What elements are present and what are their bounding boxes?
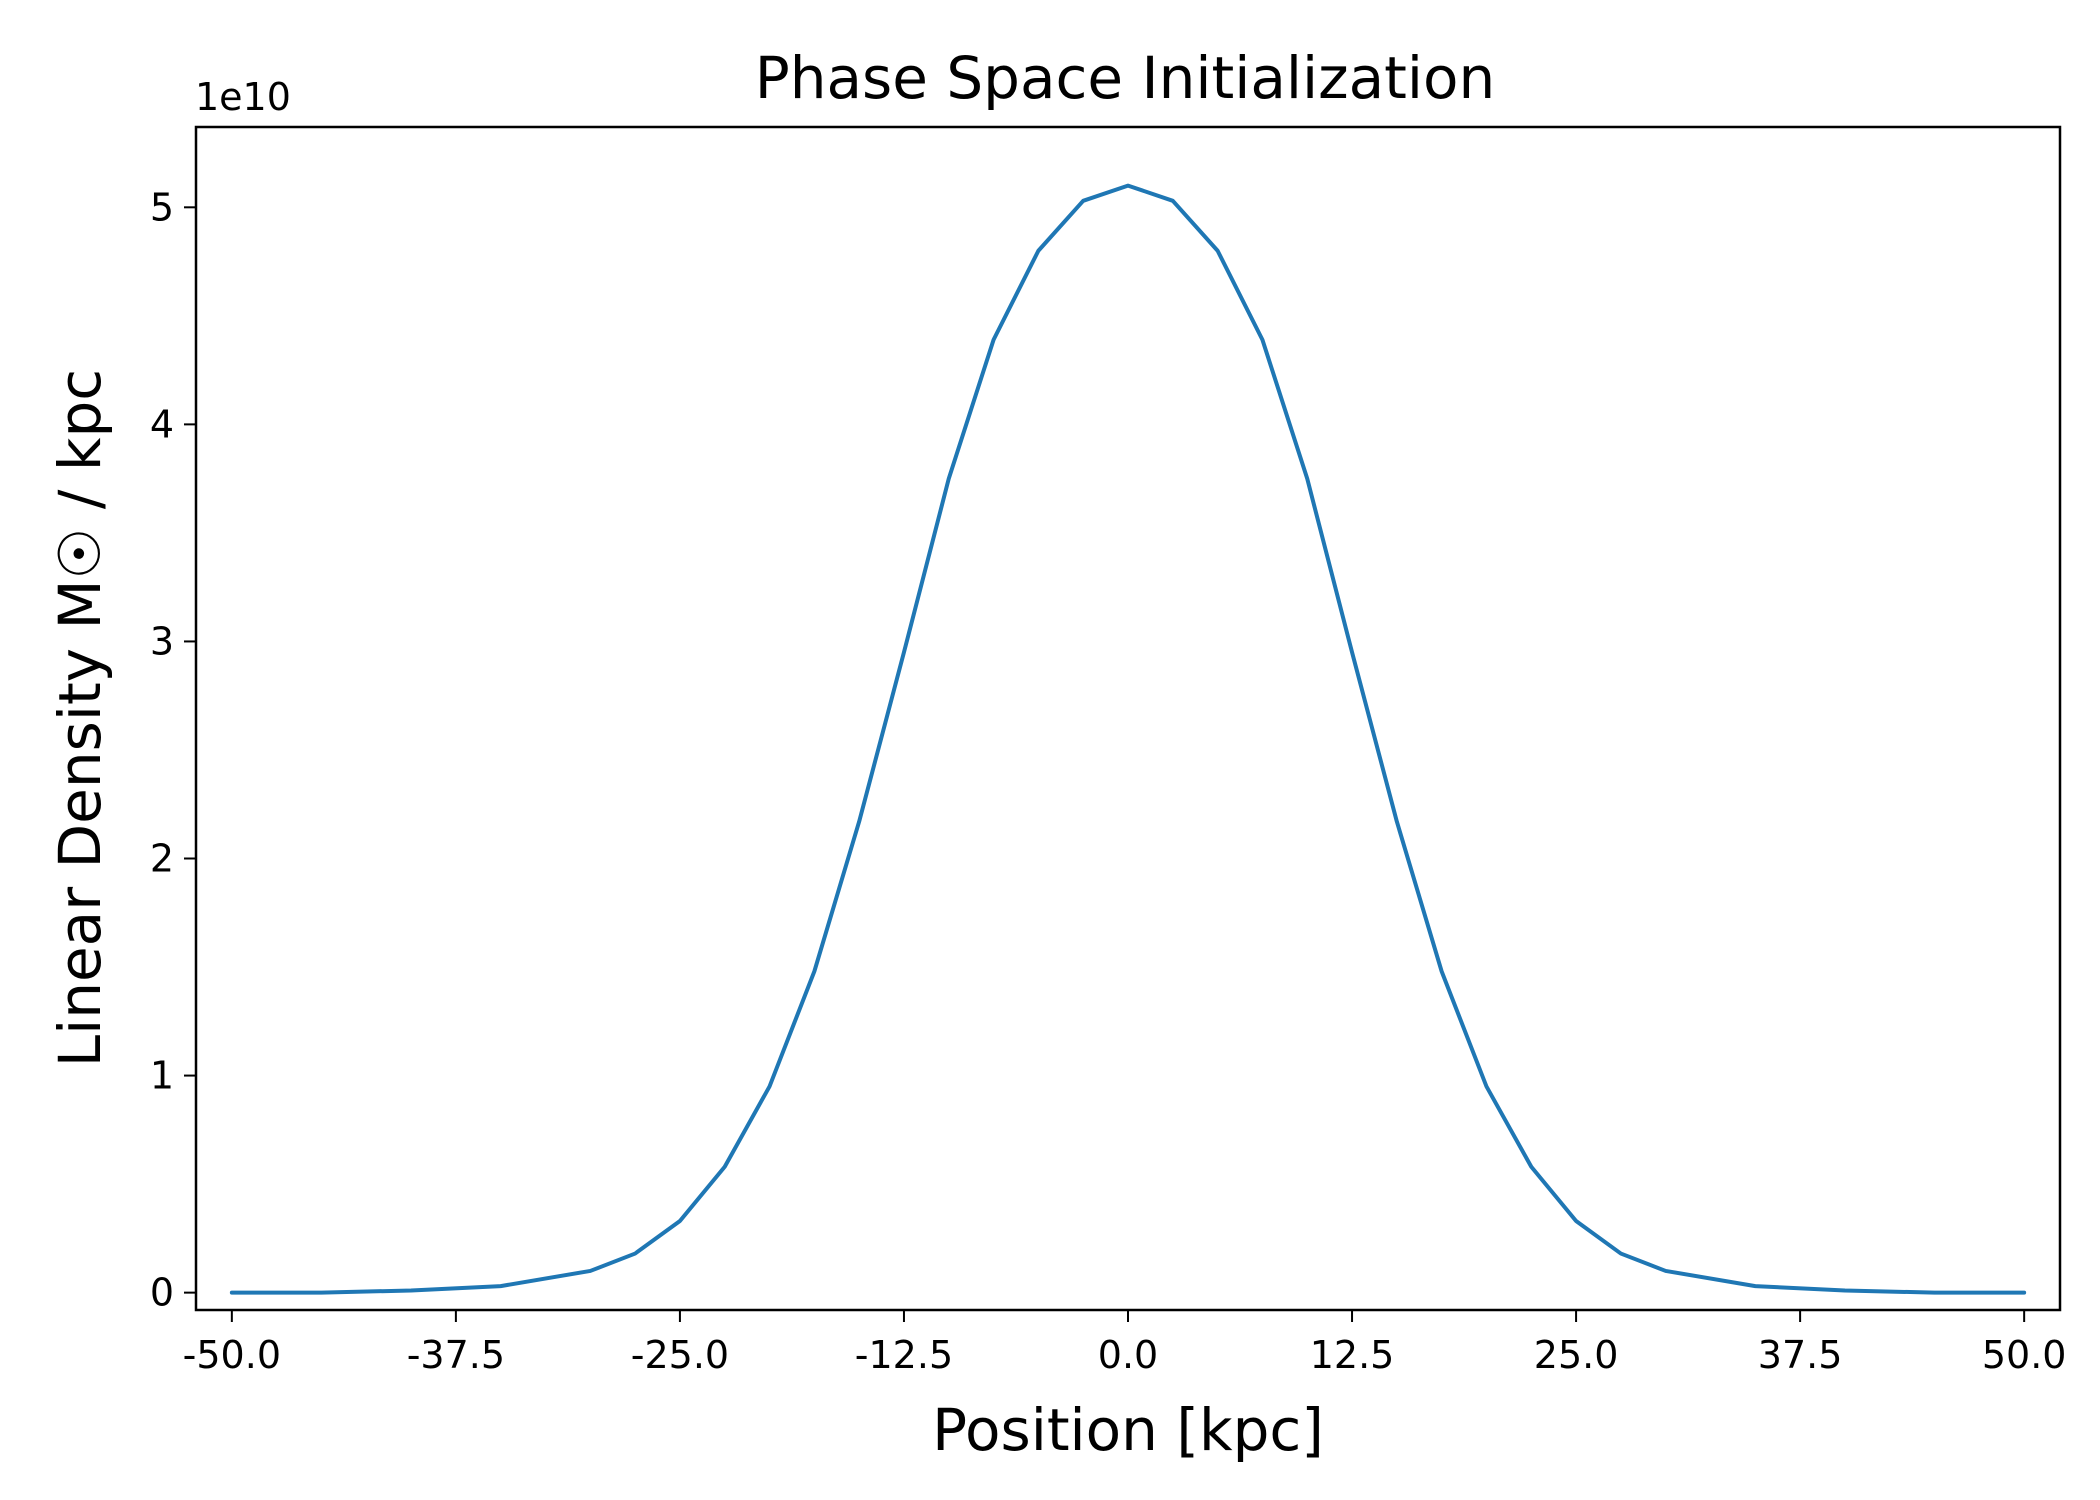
x-tick-label: 25.0 <box>1534 1333 1619 1377</box>
series-line-density <box>229 183 2027 1295</box>
y-tick-label: 4 <box>150 402 174 446</box>
x-tick-label: -12.5 <box>855 1333 953 1377</box>
x-tick-label: 0.0 <box>1098 1333 1158 1377</box>
plot-area <box>229 183 2027 1295</box>
x-axis-label: Position [kpc] <box>932 1396 1324 1464</box>
x-tick-label: 12.5 <box>1310 1333 1395 1377</box>
y-tick-label: 1 <box>150 1054 174 1098</box>
y-tick-label: 2 <box>150 837 174 881</box>
y-tick-label: 0 <box>150 1271 174 1315</box>
y-tick-label: 3 <box>150 619 174 663</box>
x-axis-ticks: -50.0 -37.5 -25.0 -12.5 0.0 12.5 25.0 37.5 50.0 <box>183 1310 2067 1377</box>
y-axis-ticks: 0 1 2 3 4 5 <box>150 185 196 1315</box>
y-axis-label: Linear Density M☉ / kpc <box>46 369 114 1067</box>
x-tick-label: 37.5 <box>1758 1333 1843 1377</box>
y-axis-offset-label: 1e10 <box>195 75 291 119</box>
x-tick-label: -25.0 <box>631 1333 729 1377</box>
chart-title: Phase Space Initialization <box>755 44 1496 112</box>
x-tick-label: -37.5 <box>407 1333 505 1377</box>
x-tick-label: 50.0 <box>1982 1333 2067 1377</box>
x-tick-label: -50.0 <box>183 1333 281 1377</box>
y-tick-label: 5 <box>150 185 174 229</box>
